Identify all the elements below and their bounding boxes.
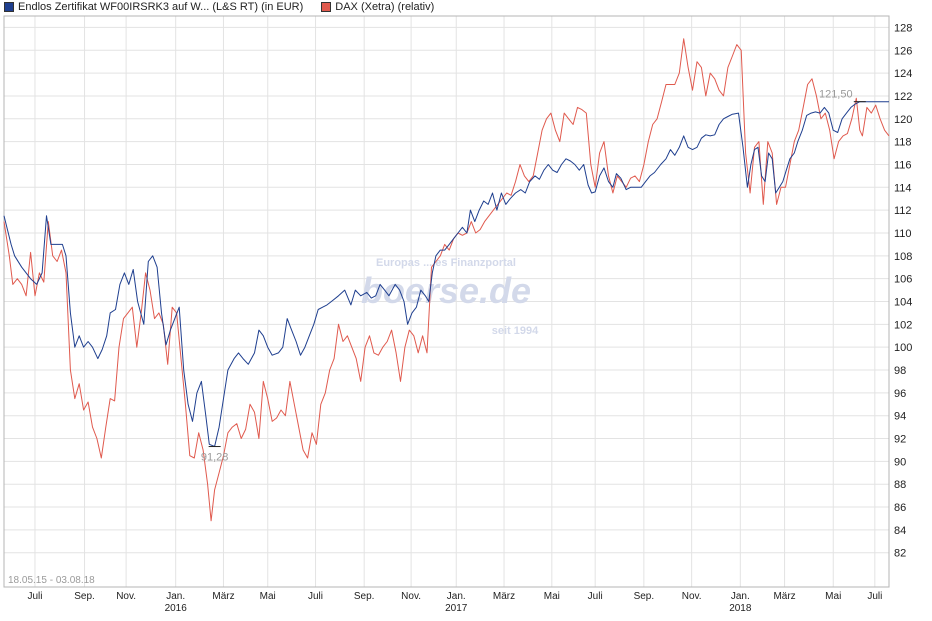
x-tick-label: Jan. bbox=[731, 591, 750, 602]
y-tick-label: 92 bbox=[894, 434, 906, 446]
y-tick-label: 120 bbox=[894, 114, 912, 126]
date-range-label: 18.05.15 - 03.08.18 bbox=[8, 575, 95, 586]
y-tick-label: 108 bbox=[894, 251, 912, 263]
y-tick-label: 116 bbox=[894, 159, 912, 171]
x-year-label: 2017 bbox=[445, 603, 468, 614]
legend-item-certificate[interactable]: Endlos Zertifikat WF00IRSRK3 auf W... (L… bbox=[4, 1, 303, 13]
x-year-label: 2018 bbox=[729, 603, 752, 614]
y-tick-label: 100 bbox=[894, 342, 912, 354]
y-tick-label: 86 bbox=[894, 502, 906, 514]
annotations: 91,28 121,50 bbox=[201, 89, 866, 464]
x-tick-label: Mai bbox=[260, 591, 276, 602]
x-tick-label: Nov. bbox=[116, 591, 136, 602]
x-tick-label: März bbox=[212, 591, 234, 602]
y-tick-label: 112 bbox=[894, 205, 912, 217]
min-label: 91,28 bbox=[201, 452, 229, 464]
x-tick-label: Juli bbox=[308, 591, 323, 602]
x-tick-label: Juli bbox=[588, 591, 603, 602]
legend-item-dax[interactable]: DAX (Xetra) (relativ) bbox=[321, 1, 434, 13]
y-tick-label: 96 bbox=[894, 388, 906, 400]
x-tick-label: Juli bbox=[867, 591, 882, 602]
legend-swatch-dax bbox=[321, 2, 332, 12]
x-tick-label: Mai bbox=[825, 591, 841, 602]
y-tick-label: 124 bbox=[894, 68, 912, 80]
max-label: 121,50 bbox=[819, 89, 853, 101]
y-tick-label: 98 bbox=[894, 365, 906, 377]
y-tick-label: 126 bbox=[894, 45, 912, 57]
y-tick-label: 114 bbox=[894, 182, 912, 194]
y-tick-label: 128 bbox=[894, 22, 912, 34]
x-tick-label: Sep. bbox=[634, 591, 655, 602]
x-tick-label: Jan. bbox=[447, 591, 466, 602]
y-tick-label: 82 bbox=[894, 548, 906, 560]
plot-area-border bbox=[3, 15, 890, 588]
x-tick-label: März bbox=[493, 591, 515, 602]
y-tick-label: 106 bbox=[894, 274, 912, 286]
y-tick-label: 94 bbox=[894, 411, 906, 423]
y-tick-label: 110 bbox=[894, 228, 912, 240]
x-year-label: 2016 bbox=[165, 603, 188, 614]
series-group bbox=[3, 38, 890, 522]
y-tick-label: 104 bbox=[894, 297, 912, 309]
series-line-certificate bbox=[3, 101, 889, 447]
watermark-logo: boerse.de bbox=[361, 270, 531, 311]
legend-label-certificate: Endlos Zertifikat WF00IRSRK3 auf W... (L… bbox=[18, 1, 304, 13]
x-tick-label: Juli bbox=[27, 591, 42, 602]
x-tick-label: Nov. bbox=[401, 591, 421, 602]
x-tick-label: Nov. bbox=[682, 591, 702, 602]
x-tick-label: Sep. bbox=[74, 591, 95, 602]
y-tick-label: 88 bbox=[894, 479, 906, 491]
legend-swatch-certificate bbox=[4, 2, 14, 12]
y-tick-label: 84 bbox=[894, 525, 906, 537]
watermark-since: seit 1994 bbox=[492, 325, 539, 337]
x-tick-label: Sep. bbox=[354, 591, 375, 602]
x-tick-label: Mai bbox=[544, 591, 560, 602]
x-tick-label: Jan. bbox=[166, 591, 185, 602]
watermark: Europas ... es Finanzportal boerse.de se… bbox=[361, 257, 539, 337]
watermark-tagline: Europas ... es Finanzportal bbox=[376, 257, 516, 269]
y-tick-label: 90 bbox=[894, 456, 906, 468]
x-tick-label: März bbox=[773, 591, 795, 602]
grid-lines bbox=[4, 16, 889, 587]
y-tick-label: 102 bbox=[894, 319, 912, 331]
legend: Endlos Zertifikat WF00IRSRK3 auf W... (L… bbox=[4, 0, 452, 14]
y-tick-label: 122 bbox=[894, 91, 912, 103]
y-axis: 82 84 86 88 90 92 94 96 98 100 102 104 106 108 110 112 1… bbox=[894, 22, 912, 559]
legend-label-dax: DAX (Xetra) (relativ) bbox=[335, 1, 435, 13]
y-tick-label: 118 bbox=[894, 137, 912, 149]
